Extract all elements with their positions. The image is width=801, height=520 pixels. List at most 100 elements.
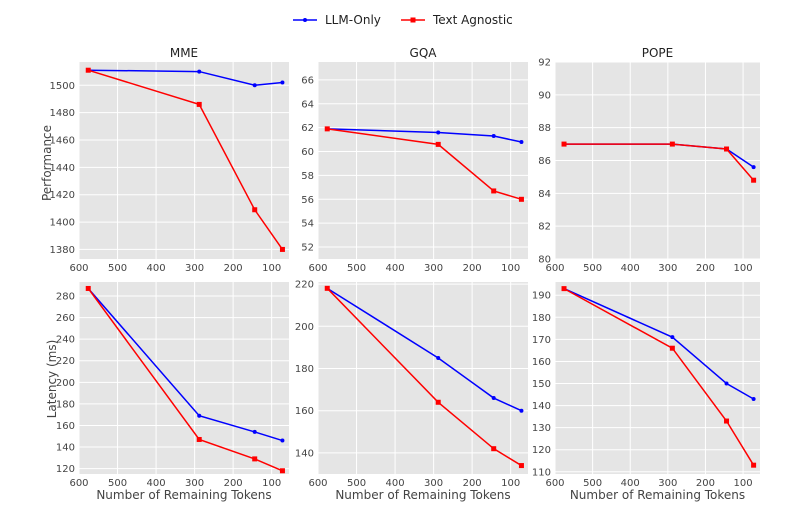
x-tick-label: 600 xyxy=(545,263,564,274)
x-tick-label: 100 xyxy=(501,263,520,274)
data-point-llm-only xyxy=(751,165,756,170)
data-point-text-agnostic xyxy=(561,141,567,147)
x-tick-label: 400 xyxy=(386,478,405,489)
x-tick-label: 300 xyxy=(424,263,443,274)
panels-group: 600 500 400 300 200 100 1380 1400 1420 1440 1460 14… xyxy=(50,46,760,502)
data-point-llm-only xyxy=(436,130,441,135)
y-tick-label: 54 xyxy=(301,219,314,230)
x-axis-label: Number of Remaining Tokens xyxy=(96,488,271,502)
x-tick-label: 500 xyxy=(347,478,366,489)
series-line-text-agnostic xyxy=(87,288,283,472)
y-tick-label: 1420 xyxy=(50,190,75,201)
series-line-text-agnostic xyxy=(327,128,522,201)
x-tick-label: 400 xyxy=(621,263,640,274)
y-tick-label: 140 xyxy=(295,448,314,459)
legend-marker-llm-only xyxy=(303,18,307,22)
series-line-llm-only xyxy=(563,287,754,400)
data-point-llm-only xyxy=(197,413,202,418)
y-tick-label: 120 xyxy=(532,445,551,456)
x-tick-label: 300 xyxy=(658,263,677,274)
y-tick-label: 58 xyxy=(301,171,314,182)
x-tick-label: 600 xyxy=(308,478,327,489)
data-point-llm-only xyxy=(252,83,257,88)
subplot-title: MME xyxy=(170,46,198,60)
plot-background xyxy=(318,62,528,259)
y-tick-label: 170 xyxy=(532,335,551,346)
x-tick-label: 400 xyxy=(147,263,166,274)
series-line-text-agnostic xyxy=(88,69,284,250)
x-tick-label: 100 xyxy=(734,478,753,489)
data-point-llm-only xyxy=(724,381,729,386)
y-tick-label: 66 xyxy=(301,75,314,86)
data-point-llm-only xyxy=(519,408,524,413)
data-point-text-agnostic xyxy=(491,446,497,452)
data-point-text-agnostic xyxy=(751,177,757,183)
y-tick-label: 280 xyxy=(56,292,75,303)
legend-label-llm-only: LLM-Only xyxy=(325,13,381,27)
y-tick-label: 60 xyxy=(301,147,314,158)
y-tick-label: 180 xyxy=(532,313,551,324)
data-point-llm-only xyxy=(491,396,496,401)
data-point-text-agnostic xyxy=(751,462,757,468)
x-tick-label: 500 xyxy=(108,478,127,489)
plot-background xyxy=(79,62,289,259)
y-tick-label: 180 xyxy=(295,364,314,375)
data-point-llm-only xyxy=(436,355,441,360)
y-tick-label: 52 xyxy=(301,243,314,254)
legend: LLM-Only Text Agnostic xyxy=(293,13,513,27)
data-point-llm-only xyxy=(519,139,524,144)
y-tick-label: 160 xyxy=(56,421,75,432)
y-tick-label: 1480 xyxy=(50,108,75,119)
x-tick-label: 500 xyxy=(347,263,366,274)
y-tick-label: 1400 xyxy=(50,218,75,229)
y-tick-label: 220 xyxy=(56,356,75,367)
subplot-panel-6: 600 500 400 300 200 100 110 120 130 140 150 160 170 1… xyxy=(532,282,760,502)
series-line-text-agnostic xyxy=(326,287,522,467)
data-point-text-agnostic xyxy=(491,188,497,194)
y-tick-label: 240 xyxy=(56,335,75,346)
x-tick-label: 200 xyxy=(224,478,243,489)
y-tick-label: 140 xyxy=(56,443,75,454)
x-tick-label: 600 xyxy=(545,478,564,489)
y-tick-label: 90 xyxy=(538,90,551,101)
x-tick-label: 200 xyxy=(224,263,243,274)
x-tick-label: 400 xyxy=(386,263,405,274)
y-tick-label: 92 xyxy=(538,58,551,69)
x-tick-label: 200 xyxy=(463,263,482,274)
x-tick-label: 100 xyxy=(262,263,281,274)
y-tick-label: 120 xyxy=(56,464,75,475)
x-tick-label: 100 xyxy=(262,478,281,489)
y-tick-label: 1460 xyxy=(50,135,75,146)
subplot-title: GQA xyxy=(410,46,438,60)
y-tick-label: 200 xyxy=(295,322,314,333)
data-point-text-agnostic xyxy=(561,286,567,292)
y-tick-label: 220 xyxy=(295,280,314,291)
data-point-text-agnostic xyxy=(435,141,441,147)
series-line-llm-only xyxy=(87,287,283,442)
series-line-text-agnostic xyxy=(564,143,755,181)
x-tick-label: 600 xyxy=(69,478,88,489)
series-line-llm-only xyxy=(327,128,522,143)
subplot-title: POPE xyxy=(642,46,674,60)
data-point-text-agnostic xyxy=(724,146,730,152)
subplot-gqa: 600 500 400 300 200 100 52 54 56 58 60 62 64 66 GQA xyxy=(301,46,528,274)
y-tick-label: 200 xyxy=(56,378,75,389)
y-tick-label: 1440 xyxy=(50,163,75,174)
y-tick-label: 88 xyxy=(538,123,551,134)
y-tick-label: 62 xyxy=(301,123,314,134)
x-tick-label: 300 xyxy=(185,478,204,489)
data-point-llm-only xyxy=(670,335,675,340)
data-point-text-agnostic xyxy=(669,141,675,147)
y-tick-label: 160 xyxy=(532,357,551,368)
y-tick-label: 1500 xyxy=(50,81,75,92)
data-point-text-agnostic xyxy=(85,67,91,73)
y-tick-label: 190 xyxy=(532,291,551,302)
y-tick-label: 80 xyxy=(538,255,551,266)
y-tick-label: 260 xyxy=(56,313,75,324)
data-point-text-agnostic xyxy=(669,345,675,351)
data-point-text-agnostic xyxy=(724,418,730,424)
x-axis-label: Number of Remaining Tokens xyxy=(570,488,745,502)
y-tick-label: 1380 xyxy=(50,245,75,256)
y-tick-label: 110 xyxy=(532,467,551,478)
legend-label-text-agnostic: Text Agnostic xyxy=(432,13,513,27)
